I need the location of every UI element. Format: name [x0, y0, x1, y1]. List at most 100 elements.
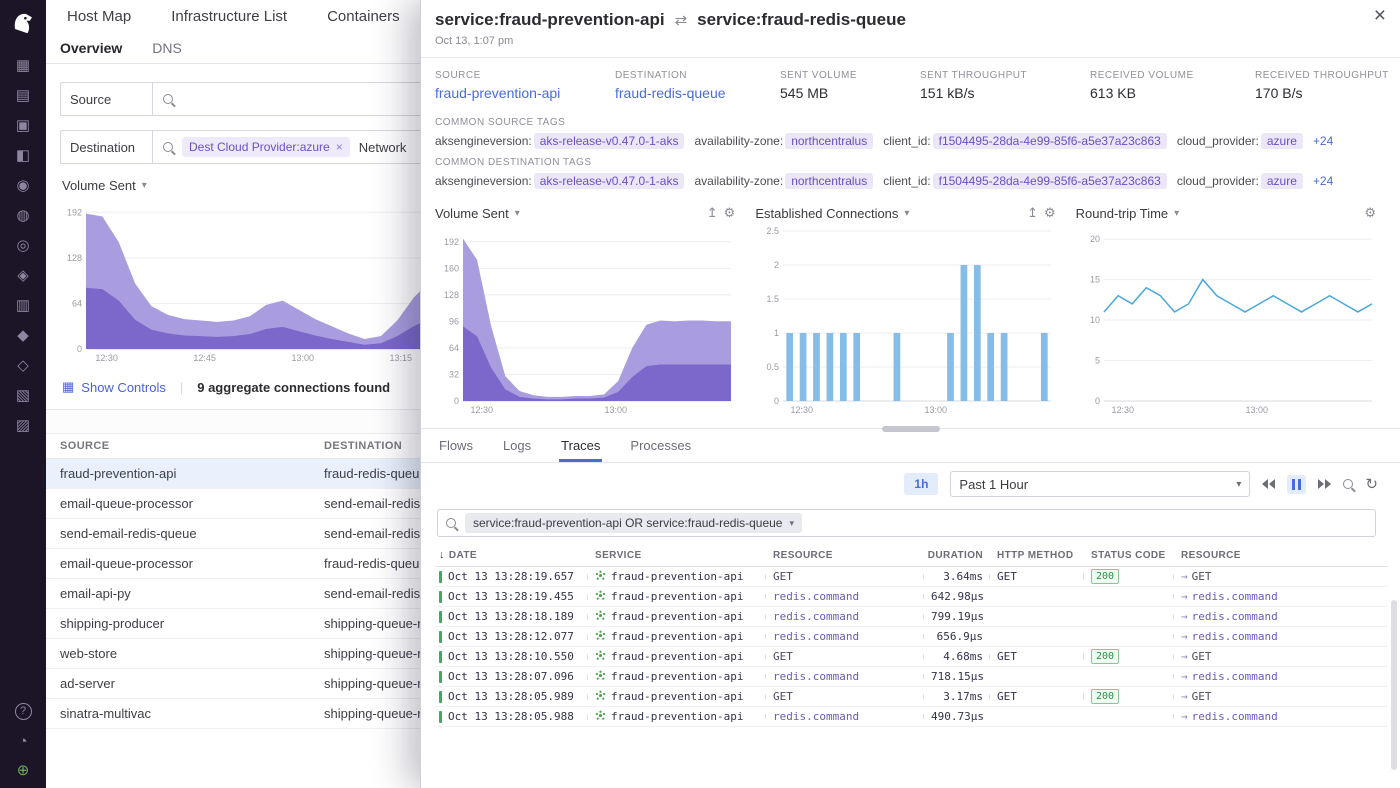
trace-resource-link[interactable]: GET [1191, 650, 1212, 663]
notebooks-icon[interactable]: ▨ [15, 417, 31, 434]
trace-resource-link[interactable]: redis.command [1191, 710, 1278, 723]
tab-logs[interactable]: Logs [502, 438, 532, 453]
time-range-selector[interactable]: Past 1 Hour ▾ [950, 471, 1251, 497]
containers-icon[interactable]: ▣ [15, 117, 31, 134]
export-icon[interactable]: ↥ [706, 205, 718, 220]
trace-row[interactable]: Oct 13 13:28:05.989 fraud-prevention-api G… [435, 687, 1388, 707]
tab-traces[interactable]: Traces [559, 438, 603, 462]
synthetics-icon[interactable]: ◇ [17, 357, 29, 374]
export-icon[interactable]: ↥ [1027, 205, 1038, 220]
trace-row[interactable]: Oct 13 13:28:19.657 fraud-prevention-api G… [435, 567, 1388, 587]
trace-resource[interactable]: redis.command [773, 670, 860, 683]
top-navigation: Host Map Infrastructure List Containers [46, 0, 1400, 32]
metrics-icon[interactable]: ◧ [15, 147, 31, 164]
trace-row[interactable]: Oct 13 13:28:12.077 fraud-prevention-api r… [435, 627, 1388, 647]
trace-row[interactable]: Oct 13 13:28:07.096 fraud-prevention-api r… [435, 667, 1388, 687]
trace-row[interactable]: Oct 13 13:28:10.550 fraud-prevention-api G… [435, 647, 1388, 667]
rewind-button[interactable] [1262, 479, 1276, 489]
metric-selector[interactable]: Volume Sent ▾ [62, 178, 147, 193]
subtab-overview[interactable]: Overview [60, 39, 123, 56]
trace-resource[interactable]: redis.command [773, 610, 860, 623]
subtab-dns[interactable]: DNS [152, 39, 182, 56]
traces-column-service[interactable]: SERVICE [595, 549, 642, 561]
chevron-down-icon[interactable]: ▾ [1174, 207, 1180, 219]
traces-column-duration[interactable]: DURATION [927, 549, 983, 561]
traces-column-http-method[interactable]: HTTP METHOD [997, 549, 1074, 561]
traces-search-bar[interactable]: service:fraud-prevention-api OR service:… [437, 509, 1376, 537]
apm-icon[interactable]: ◈ [17, 267, 29, 284]
resize-drag-handle[interactable] [881, 426, 940, 432]
search-query-pill[interactable]: service:fraud-prevention-api OR service:… [465, 513, 803, 533]
tag-client-id[interactable]: client_id: f1504495-28da-4e99-85f6-a5e37a… [883, 173, 1167, 189]
zoom-icon[interactable] [1343, 479, 1354, 489]
fast-forward-button[interactable] [1318, 479, 1332, 489]
chevron-down-icon[interactable]: ▾ [904, 207, 910, 219]
traces-scrollbar[interactable] [1391, 600, 1397, 770]
tag-cloud-provider[interactable]: cloud_provider: azure [1177, 173, 1303, 189]
refresh-icon[interactable]: ↻ [1365, 476, 1378, 493]
trace-resource-link[interactable]: redis.command [1191, 630, 1278, 643]
column-header-destination[interactable]: DESTINATION [324, 440, 403, 452]
trace-resource-link[interactable]: redis.command [1191, 590, 1278, 603]
time-range-short-button[interactable]: 1h [904, 473, 939, 495]
chevron-down-icon[interactable]: ▾ [514, 207, 520, 219]
tag-cloud-provider[interactable]: cloud_provider: azure [1177, 133, 1303, 149]
more-tags-link[interactable]: +24 [1312, 174, 1334, 188]
trace-duration-cell: 718.15µs [923, 670, 989, 683]
trace-resource[interactable]: GET [773, 690, 793, 703]
gear-icon[interactable]: ⚙ [723, 205, 736, 220]
trace-resource[interactable]: GET [773, 650, 793, 663]
datadog-logo[interactable] [9, 8, 37, 36]
trace-resource[interactable]: redis.command [773, 590, 860, 603]
trace-resource-link[interactable]: redis.command [1191, 610, 1278, 623]
remove-filter-icon[interactable]: × [335, 140, 343, 154]
nav-tab-host-map[interactable]: Host Map [67, 7, 132, 25]
tag-client-id[interactable]: client_id: f1504495-28da-4e99-85f6-a5e37a… [883, 133, 1167, 149]
nav-tab-containers[interactable]: Containers [327, 7, 400, 25]
users-icon[interactable]: ◔ [18, 733, 28, 750]
trace-resource-link[interactable]: GET [1191, 690, 1212, 703]
destination-filter-pill[interactable]: Dest Cloud Provider:azure × [182, 137, 350, 157]
traces-column-resource-2[interactable]: RESOURCE [1181, 549, 1241, 561]
trace-row[interactable]: Oct 13 13:28:19.455 fraud-prevention-api r… [435, 587, 1388, 607]
host-map-icon[interactable]: ▦ [15, 57, 31, 74]
stat-value[interactable]: fraud-redis-queue [615, 85, 726, 101]
monitors-icon[interactable]: ◍ [16, 207, 30, 224]
tag-aksengineversion[interactable]: aksengineversion: aks-release-v0.47.0-1-a… [435, 173, 685, 189]
tag-availability-zone[interactable]: availability-zone: northcentralus [694, 173, 874, 189]
bug-report-icon[interactable]: ⊕ [16, 762, 30, 779]
apm-service-icon-wrap [595, 630, 606, 644]
svg-text:13:00: 13:00 [291, 353, 314, 363]
pause-button[interactable] [1287, 474, 1307, 494]
traces-column-date[interactable]: ↓ DATE [439, 549, 477, 561]
trace-resource-link[interactable]: redis.command [1191, 670, 1278, 683]
show-controls-button[interactable]: ▦ Show Controls [62, 379, 166, 395]
close-icon[interactable]: × [1373, 4, 1386, 27]
traces-column-status-code[interactable]: STATUS CODE [1091, 549, 1166, 561]
traces-column-resource[interactable]: RESOURCE [773, 549, 833, 561]
tag-availability-zone[interactable]: availability-zone: northcentralus [694, 133, 874, 149]
help-icon[interactable]: ? [14, 703, 32, 720]
column-header-source[interactable]: SOURCE [60, 440, 110, 452]
dashboards-icon[interactable]: ▧ [15, 387, 31, 404]
tab-processes[interactable]: Processes [630, 438, 692, 453]
nav-tab-infrastructure-list[interactable]: Infrastructure List [171, 7, 288, 25]
tag-aksengineversion[interactable]: aksengineversion: aks-release-v0.47.0-1-a… [435, 133, 685, 149]
trace-resource[interactable]: redis.command [773, 630, 860, 643]
trace-row[interactable]: Oct 13 13:28:18.189 fraud-prevention-api r… [435, 607, 1388, 627]
trace-resource[interactable]: GET [773, 570, 793, 583]
gear-icon[interactable]: ⚙ [1044, 205, 1056, 220]
more-tags-link[interactable]: +24 [1312, 134, 1334, 148]
stat-value[interactable]: fraud-prevention-api [435, 85, 561, 101]
security-icon[interactable]: ◆ [17, 327, 29, 344]
tab-flows[interactable]: Flows [439, 438, 473, 453]
trace-resource[interactable]: redis.command [773, 710, 860, 723]
network-icon[interactable]: ◎ [16, 237, 30, 254]
trace-row[interactable]: Oct 13 13:28:05.988 fraud-prevention-api r… [435, 707, 1388, 727]
trace-resource-link[interactable]: GET [1191, 570, 1212, 583]
logs-icon[interactable]: ▥ [15, 297, 31, 314]
gear-icon[interactable]: ⚙ [1364, 205, 1376, 220]
infrastructure-icon[interactable]: ▤ [15, 87, 31, 104]
watchdog-icon[interactable]: ◉ [16, 177, 30, 194]
trace-service: fraud-prevention-api [611, 690, 744, 703]
